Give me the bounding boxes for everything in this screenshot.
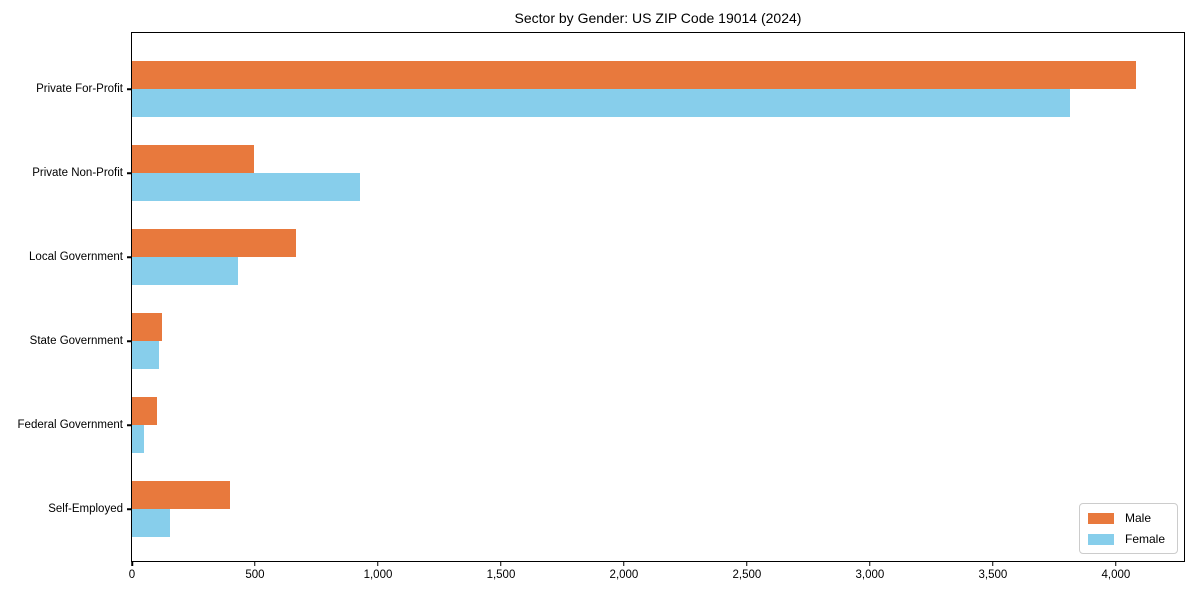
legend-swatch-female	[1087, 533, 1114, 545]
bar-male-state-government	[132, 313, 162, 341]
chart-title: Sector by Gender: US ZIP Code 19014 (202…	[514, 10, 802, 26]
y-tick-mark	[127, 88, 132, 90]
x-tick-mark	[254, 561, 256, 566]
x-tick-mark	[500, 561, 502, 566]
y-tick-mark	[127, 508, 132, 510]
y-tick-label-self-employed: Self-Employed	[48, 503, 123, 515]
x-tick-label-3000: 3,000	[855, 569, 885, 581]
bar-female-private-non-profit	[132, 173, 360, 201]
legend-label-female: Female	[1124, 532, 1165, 546]
bar-female-local-government	[132, 257, 238, 285]
x-tick-mark	[869, 561, 871, 566]
x-tick-mark	[131, 561, 133, 566]
legend-label-male: Male	[1124, 511, 1151, 525]
y-tick-label-private-for-profit: Private For-Profit	[36, 83, 123, 95]
x-tick-label-1000: 1,000	[363, 569, 393, 581]
legend-item-female: Female	[1087, 532, 1165, 546]
x-tick-mark	[992, 561, 994, 566]
x-tick-mark	[1115, 561, 1117, 566]
x-tick-label-0: 0	[128, 569, 136, 581]
x-tick-mark	[377, 561, 379, 566]
y-tick-label-private-non-profit: Private Non-Profit	[32, 167, 123, 179]
bar-female-self-employed	[132, 509, 171, 537]
x-tick-label-1500: 1,500	[486, 569, 516, 581]
y-tick-mark	[127, 424, 132, 426]
y-tick-mark	[127, 172, 132, 174]
plot-area: Private For-Profit Private Non-Profit Loca…	[18, 32, 1185, 581]
x-tick-label-3500: 3,500	[978, 569, 1008, 581]
x-tick-label-4000: 4,000	[1101, 569, 1131, 581]
y-tick-mark	[127, 256, 132, 258]
x-tick-mark	[746, 561, 748, 566]
x-tick-mark	[623, 561, 625, 566]
bar-male-private-for-profit	[132, 61, 1136, 89]
bar-male-federal-government	[132, 397, 157, 425]
bar-female-state-government	[132, 341, 160, 369]
y-tick-label-federal-government: Federal Government	[17, 419, 123, 431]
bar-female-federal-government	[132, 425, 145, 453]
bar-male-self-employed	[132, 481, 231, 509]
y-tick-label-state-government: State Government	[29, 335, 123, 347]
legend-item-male: Male	[1087, 511, 1165, 525]
bar-male-local-government	[132, 229, 296, 257]
y-tick-mark	[127, 340, 132, 342]
legend: Male Female	[1078, 503, 1178, 554]
x-tick-label-2000: 2,000	[609, 569, 639, 581]
x-tick-label-500: 500	[245, 569, 265, 581]
x-tick-label-2500: 2,500	[732, 569, 762, 581]
bar-female-private-for-profit	[132, 89, 1071, 117]
y-tick-label-local-government: Local Government	[29, 251, 123, 263]
legend-swatch-male	[1087, 512, 1114, 524]
bar-male-private-non-profit	[132, 145, 254, 173]
